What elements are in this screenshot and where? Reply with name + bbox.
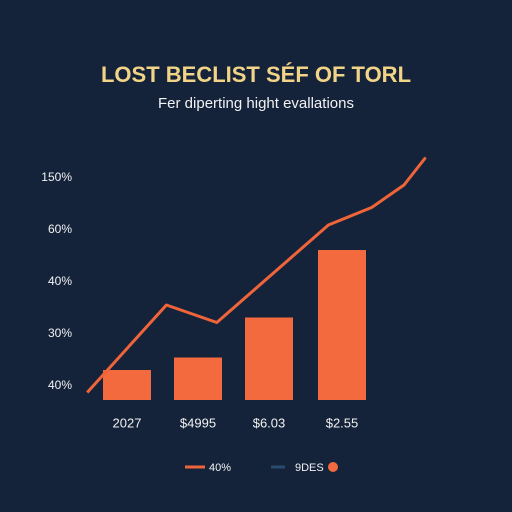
x-tick-label: $6.03 [253,415,286,430]
x-tick-label: $4995 [180,415,216,430]
bar [245,317,293,400]
y-axis-label: 60% [48,222,72,236]
legend-dot [328,462,338,472]
x-tick-label: $2.55 [326,415,359,430]
legend-label: 40% [209,462,231,474]
y-axis-label: 40% [48,378,72,392]
y-axis-label: 40% [48,274,72,288]
line [86,156,427,394]
y-axis-label: 30% [48,326,72,340]
legend-label: 9DES [295,462,324,474]
chart-title: LOST BECLIST SÉF OF TORL [101,62,411,87]
x-tick-label: 2027 [113,415,142,430]
bar [103,370,151,400]
y-axis-label: 150% [41,170,72,184]
bar [318,250,366,400]
chart-subtitle: Fer diperting hight evallations [158,95,354,112]
bar [174,357,222,400]
